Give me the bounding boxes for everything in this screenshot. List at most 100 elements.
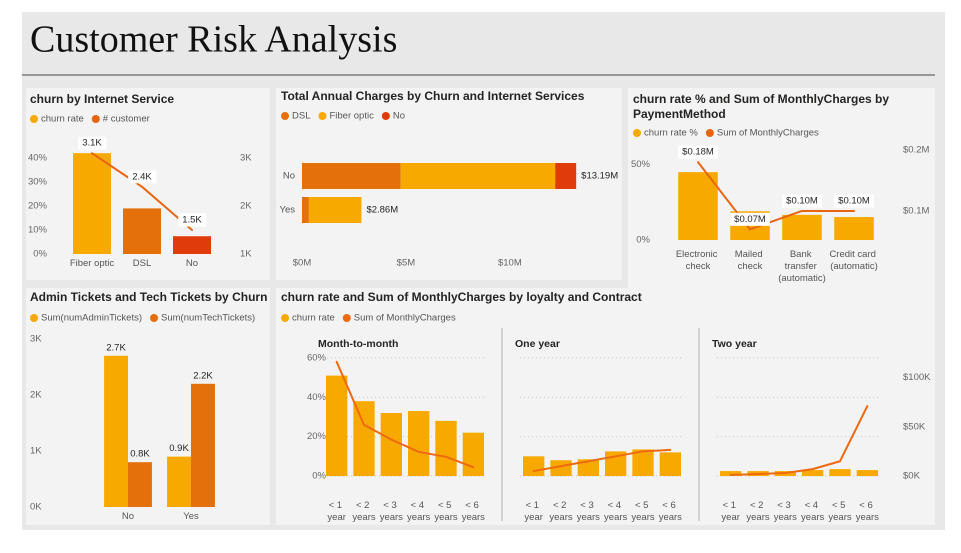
value-label-box [834,194,874,208]
y-tick-label: 30% [28,177,48,188]
y-tick-label: 1K [30,446,42,457]
x-tick-label: < 6 years [856,500,879,523]
x-tick-label: < 4 years [604,500,627,523]
y-tick-label: 20% [28,201,48,212]
x-tick-label: < 1 year [524,500,542,523]
x-tick-label: Bank transfer (automatic) [778,249,826,284]
value-label: $0.07M [734,214,766,225]
bar [380,413,402,476]
total-label: $13.19M [581,171,618,182]
bar [173,236,211,254]
value-label: 2.7K [106,342,126,353]
legend-label: churn rate [292,313,335,324]
legend-label: # customer [103,114,150,125]
dashboard-title: Customer Risk Analysis [30,19,397,61]
bar [191,383,215,507]
x-tick-label: < 3 years [577,500,600,523]
line [532,448,672,473]
x-tick-label: Fiber optic [70,258,115,269]
bar-segment [555,163,577,189]
y2-tick-label: 1K [240,249,252,260]
value-label: $0.18M [682,147,714,158]
legend-swatch [281,112,289,120]
y-tick-label: 10% [28,225,48,236]
y-tick-label: Yes [280,205,296,216]
bar [462,432,484,476]
legend-label: Sum of MonthlyCharges [717,128,819,139]
chart-title: churn by Internet Service [30,92,174,106]
x-tick-label: < 5 years [828,500,851,523]
legend-swatch [91,115,100,123]
bar [123,208,161,254]
legend-swatch [30,115,38,123]
bar [829,469,851,476]
x-tick-label: Electronic check [676,249,720,272]
legend-swatch [281,314,289,322]
y2-tick-label: 2K [240,201,252,212]
legend-swatch [30,314,38,322]
bar [720,471,742,476]
value-label-box [678,145,718,159]
panel-title: Two year [712,338,757,350]
value-label: 1.5K [182,215,202,226]
y2-tick-label: $100K [903,372,931,383]
legend-label: No [393,111,405,122]
bar-segment [400,163,556,189]
bar [408,411,430,476]
legend-label: Sum of MonthlyCharges [354,313,456,324]
x-tick-label: $10M [498,258,522,269]
y-tick-label: 60% [307,352,327,363]
value-label-box [128,170,157,184]
legend-swatch [381,112,390,120]
x-tick-label: < 1 year [327,500,345,523]
x-tick-label: < 6 years [462,500,485,523]
y-tick-label: No [283,171,295,182]
chart-title: Total Annual Charges by Churn and Intern… [281,89,585,103]
y-tick-label: 3K [30,334,42,345]
bar [435,420,457,476]
y-tick-label: 2K [30,390,42,401]
bar-segment [308,197,362,223]
y2-tick-label: $50K [903,421,926,432]
x-tick-label: < 2 years [549,500,572,523]
value-label: $0.10M [838,195,870,206]
value-label: 2.4K [132,171,152,182]
line [91,152,193,231]
y-tick-label: 40% [28,153,48,164]
value-label: 0.8K [130,449,150,460]
panel-title: One year [515,338,560,350]
y-tick-label: 20% [307,431,327,442]
value-label: 2.2K [193,370,213,381]
x-tick-label: < 2 years [352,500,375,523]
legend-swatch [633,129,641,137]
bar [632,449,654,476]
bar [104,355,128,507]
bar [577,459,599,476]
bar [523,456,545,476]
y-tick-label: 50% [631,159,651,170]
legend-swatch [150,314,159,322]
bar [353,401,375,476]
legend-swatch [705,129,714,137]
bar [326,375,348,476]
x-tick-label: < 3 years [380,500,403,523]
x-tick-label: DSL [133,258,151,269]
line [697,161,855,231]
bar [834,217,874,240]
bar [73,153,111,254]
y2-tick-label: $0.2M [903,144,929,155]
value-label: 0.9K [169,443,189,454]
y-tick-label: 0% [312,471,326,482]
legend-label: Fiber optic [329,111,374,122]
x-tick-label: Mailed check [735,249,766,272]
y-tick-label: 0% [33,249,47,260]
total-label: $2.86M [366,205,398,216]
value-label-box [782,194,822,208]
legend-label: Sum(numTechTickets) [161,313,255,324]
legend-swatch [318,112,327,120]
chart-title: churn rate % and Sum of MonthlyCharges b… [633,92,892,121]
x-tick-label: Credit card (automatic) [829,249,878,272]
y-tick-label: 0% [636,235,650,246]
visual-background [276,288,935,525]
